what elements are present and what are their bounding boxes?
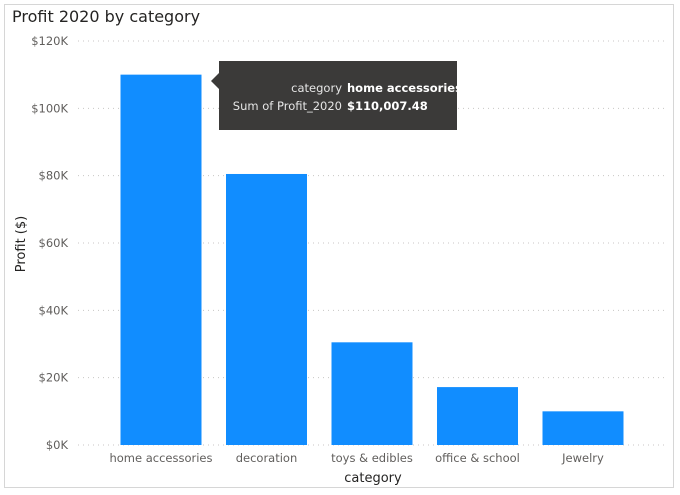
bars (120, 74, 624, 446)
y-tick-label: $120K (31, 34, 68, 48)
chart-title: Profit 2020 by category (12, 7, 201, 26)
tooltip-value: home accessories (347, 81, 462, 95)
tooltip: category home accessories Sum of Profit_… (219, 61, 462, 130)
bar[interactable] (331, 342, 413, 445)
x-tick-labels: home accessories decoration toys & edibles… (109, 451, 604, 465)
bar[interactable] (120, 74, 202, 446)
x-tick-label: toys & edibles (331, 451, 413, 465)
bar[interactable] (226, 173, 307, 445)
x-axis-title: category (344, 471, 402, 486)
tooltip-key: Sum of Profit_2020 (232, 99, 342, 113)
x-tick-label: office & school (435, 451, 520, 465)
x-tick-label: home accessories (109, 451, 212, 465)
tooltip-row: Sum of Profit_2020 $110,007.48 (219, 99, 457, 117)
x-tick-label: Jewelry (561, 451, 604, 465)
x-tick-label: decoration (236, 451, 298, 465)
y-tick-label: $0K (46, 438, 69, 452)
y-tick-label: $40K (39, 303, 69, 317)
y-tick-label: $20K (39, 371, 69, 385)
tooltip-key: category (291, 81, 342, 95)
tooltip-row: category home accessories (219, 81, 462, 99)
bar[interactable] (437, 387, 518, 445)
bar[interactable] (542, 411, 624, 445)
y-tick-labels: $0K $20K $40K $60K $80K $100K $120K (31, 34, 68, 452)
y-tick-label: $60K (39, 236, 69, 250)
y-tick-label: $100K (31, 101, 68, 115)
tooltip-pointer (211, 73, 219, 89)
tooltip-value: $110,007.48 (347, 99, 428, 113)
y-tick-label: $80K (39, 169, 69, 183)
y-axis-title: Profit ($) (14, 216, 29, 272)
